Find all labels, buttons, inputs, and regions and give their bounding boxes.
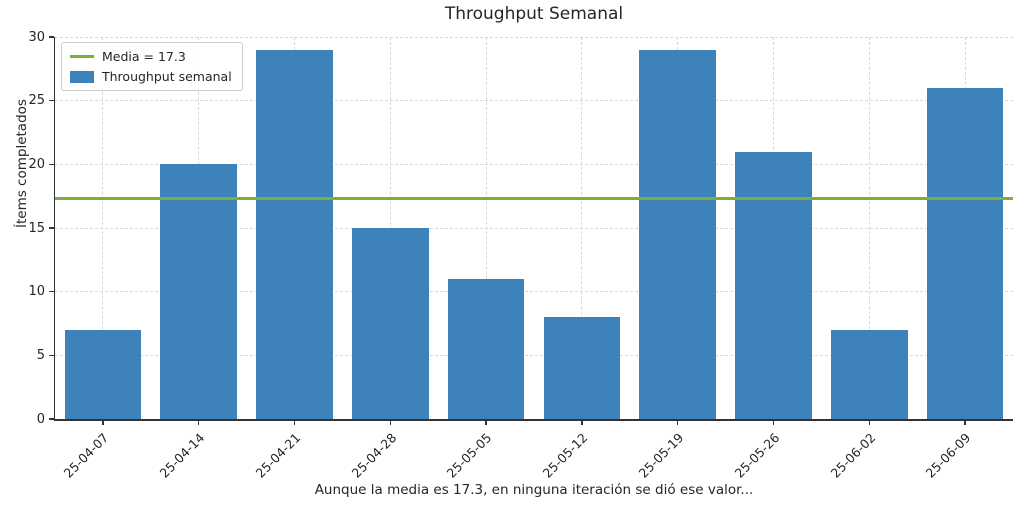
gridline-vertical [868,37,870,419]
x-tick-label: 25-04-28 [348,430,399,481]
x-tick-mark [389,420,391,425]
x-tick-mark [677,420,679,425]
gridline-horizontal [55,36,1013,38]
x-tick-label: 25-04-07 [60,430,112,481]
y-tick-mark [49,354,54,356]
x-tick-label: 25-05-12 [539,430,591,481]
y-tick-label: 30 [28,29,45,45]
y-tick-label: 15 [28,220,45,236]
x-tick-label: 25-06-02 [827,430,878,481]
x-tick-mark [293,420,296,425]
x-tick-mark [772,420,775,425]
y-axis-spine [53,37,55,421]
y-tick-label: 25 [28,93,45,109]
gridline-horizontal [55,227,1013,229]
bar-25-04-21 [256,49,333,419]
y-tick-label: 0 [36,411,45,427]
x-tick-label: 25-05-26 [731,430,783,481]
x-tick-mark [102,420,104,425]
mean-line-swatch-icon [70,55,94,58]
legend-label-throughput: Throughput semanal [102,69,232,84]
gridline-horizontal [55,291,1013,293]
gridline-vertical [102,37,104,419]
gridline-vertical [581,37,583,419]
x-axis-spine [53,419,1013,421]
x-tick-label: 25-06-09 [922,430,974,481]
gridline-horizontal [55,163,1013,165]
bar-25-05-12 [543,317,621,419]
gridline-vertical [485,37,487,419]
y-tick-mark [49,291,54,293]
bar-25-06-09 [926,87,1004,419]
y-tick-mark [49,163,54,165]
legend-label-mean: Media = 17.3 [102,49,186,64]
x-tick-mark [198,420,200,425]
bar-25-04-28 [351,228,429,419]
y-tick-mark [49,100,54,102]
bar-25-05-05 [447,278,525,419]
y-tick-label: 5 [36,347,45,363]
x-tick-mark [868,420,870,425]
y-tick-label: 20 [28,156,45,172]
legend: Media = 17.3 Throughput semanal [61,42,243,91]
y-tick-mark [49,418,54,420]
mean-line [55,197,1013,201]
x-tick-label: 25-04-14 [156,430,208,481]
bar-swatch-icon [70,70,94,83]
legend-item-mean: Media = 17.3 [70,49,232,64]
y-tick-mark [49,227,54,229]
x-tick-mark [964,420,966,425]
y-tick-mark [49,36,54,38]
chart-title: Throughput Semanal [444,4,624,24]
bar-25-05-26 [735,151,812,419]
x-axis-label: Aunque la media es 17.3, en ninguna iter… [314,482,754,498]
x-tick-label: 25-05-05 [443,430,495,481]
legend-item-throughput: Throughput semanal [70,69,232,84]
x-tick-mark [485,420,487,425]
bar-25-05-19 [639,49,716,419]
y-tick-label: 10 [28,284,45,300]
x-tick-label: 25-04-21 [252,430,304,481]
bar-25-04-07 [64,329,142,419]
bar-25-04-14 [160,164,237,419]
gridline-horizontal [55,100,1013,102]
x-tick-mark [581,420,583,425]
gridline-horizontal [55,354,1013,356]
x-tick-label: 25-05-19 [635,430,687,481]
bar-25-06-02 [830,329,908,419]
